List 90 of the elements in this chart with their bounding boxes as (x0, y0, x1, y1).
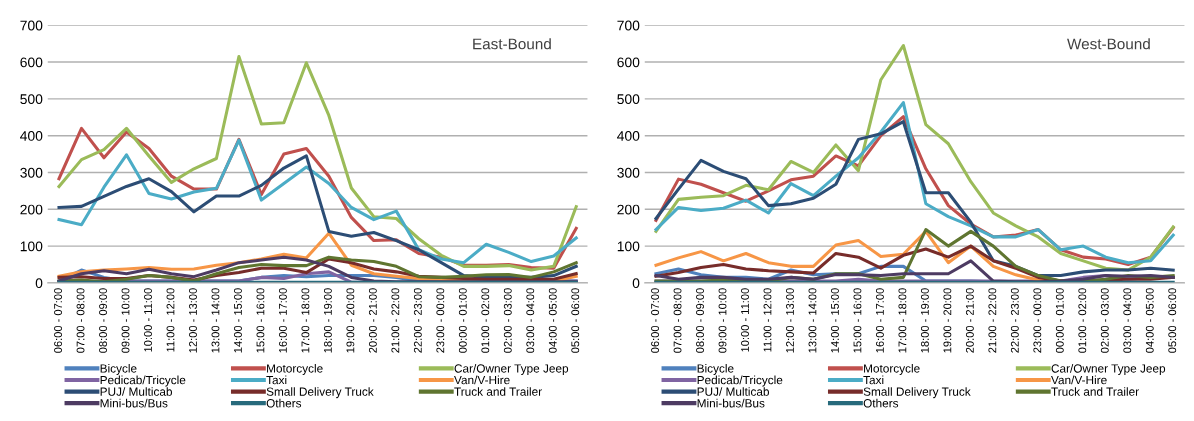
y-tick-label: 600 (20, 57, 43, 68)
y-tick-label: 0 (632, 278, 640, 289)
legend-label: PUJ/ Multicab (100, 387, 172, 396)
y-tick-label: 300 (20, 167, 43, 178)
legend-label: Others (863, 398, 899, 408)
x-tick-label: 23:00 - 00:00 (1033, 288, 1042, 353)
x-tick-label: 12:00 - 13:00 (786, 288, 794, 353)
x-tick-label: 20:00 - 21:00 (965, 288, 974, 353)
x-tick-label: 22:00 - 23:00 (413, 288, 422, 353)
x-tick-label: 09:00 - 10:00 (718, 288, 727, 353)
x-tick-label: 02:00 - 03:00 (503, 288, 512, 353)
y-tick-label: 400 (617, 131, 640, 141)
x-tick-label: 18:00 - 19:00 (323, 288, 332, 353)
text: West-Bound (1067, 38, 1150, 50)
x-tick-label: 14:00 - 15:00 (234, 288, 242, 353)
y-tick-label: 300 (617, 167, 640, 178)
x-tick-label: 11:00 - 12:00 (763, 288, 772, 352)
x-tick-label: 00:00 - 01:00 (458, 288, 467, 353)
y-tick-label: 700 (617, 20, 640, 31)
x-tick-label: 06:00 - 07:00 (651, 288, 659, 353)
x-tick-label: 10:00 - 11:00 (144, 288, 152, 352)
legend-label: Taxi (863, 375, 884, 385)
x-tick-label: 17:00 - 18:00 (301, 288, 310, 353)
legend-label: Mini-bus/Bus (697, 398, 765, 408)
x-tick-label: 07:00 - 08:00 (673, 288, 682, 353)
legend-label: Van/V-Hire (1051, 375, 1107, 385)
line-series (57, 55, 578, 272)
x-tick-label: 05:00 - 06:00 (571, 288, 580, 353)
x-tick-label: 03:00 - 04:00 (526, 288, 535, 353)
x-tick-label: 16:00 - 17:00 (875, 288, 884, 353)
x-tick-label: 12:00 - 13:00 (189, 288, 197, 353)
x-tick-label: 00:00 - 01:00 (1055, 288, 1064, 353)
x-tick-label: 08:00 - 09:00 (696, 288, 704, 353)
legend-label: Pedicab/Tricycle (100, 375, 186, 387)
legend-label: Truck and Trailer (454, 387, 542, 396)
x-tick-label: 20:00 - 21:00 (368, 288, 377, 353)
x-tick-label: 05:00 - 06:00 (1168, 288, 1177, 353)
legend-label: Truck and Trailer (1051, 387, 1139, 396)
legend-label: Mini-bus/Bus (100, 398, 168, 408)
legend-label: PUJ/ Multicab (697, 387, 769, 396)
legend-label: Bicycle (697, 363, 734, 375)
y-tick-label: 200 (20, 204, 43, 215)
legend-label: Car/Owner Type Jeep (454, 363, 569, 375)
y-tick-label: 400 (20, 131, 43, 141)
legend-label: Small Delivery Truck (863, 387, 971, 399)
legend-label: Bicycle (100, 363, 137, 375)
legend-label: Pedicab/Tricycle (697, 375, 783, 387)
x-tick-label: 09:00 - 10:00 (121, 288, 130, 353)
legend-label: Small Delivery Truck (266, 387, 374, 399)
x-tick-label: 15:00 - 16:00 (853, 288, 862, 353)
x-tick-label: 17:00 - 18:00 (898, 288, 907, 353)
x-tick-label: 22:00 - 23:00 (1010, 288, 1019, 353)
y-tick-label: 100 (617, 241, 640, 252)
x-tick-label: 06:00 - 07:00 (54, 288, 62, 353)
x-tick-label: 08:00 - 09:00 (99, 288, 107, 353)
x-tick-label: 13:00 - 14:00 (808, 288, 817, 353)
x-tick-label: 13:00 - 14:00 (211, 288, 220, 353)
y-tick-label: 0 (35, 278, 43, 289)
x-tick-label: 02:00 - 03:00 (1100, 288, 1109, 353)
y-tick-label: 600 (617, 57, 640, 68)
x-tick-label: 04:00 - 05:00 (548, 288, 557, 353)
y-tick-label: 700 (20, 20, 43, 31)
text: East-Bound (473, 38, 551, 50)
x-tick-label: 01:00 - 02:00 (1078, 288, 1087, 353)
x-tick-label: 15:00 - 16:00 (256, 288, 265, 353)
legend-label: Motorcycle (864, 363, 920, 375)
y-tick-label: 100 (20, 241, 43, 252)
x-tick-label: 18:00 - 19:00 (920, 288, 929, 353)
legend-label: Motorcycle (267, 363, 323, 375)
x-tick-label: 03:00 - 04:00 (1123, 288, 1132, 353)
legend-label: Others (266, 398, 302, 408)
x-tick-label: 21:00 - 22:00 (988, 288, 997, 353)
x-tick-label: 10:00 - 11:00 (741, 288, 749, 352)
x-tick-label: 19:00 - 20:00 (346, 288, 355, 353)
x-tick-label: 01:00 - 02:00 (481, 288, 490, 353)
legend-label: Taxi (266, 375, 287, 385)
line-series (57, 154, 578, 279)
x-tick-label: 16:00 - 17:00 (278, 288, 287, 353)
x-tick-label: 19:00 - 20:00 (943, 288, 952, 353)
x-tick-label: 14:00 - 15:00 (831, 288, 839, 353)
legend-label: Car/Owner Type Jeep (1051, 363, 1166, 375)
y-tick-label: 500 (617, 94, 640, 105)
x-tick-label: 04:00 - 05:00 (1145, 288, 1154, 353)
x-tick-label: 23:00 - 00:00 (436, 288, 445, 353)
x-tick-label: 21:00 - 22:00 (391, 288, 400, 353)
legend-label: Van/V-Hire (454, 375, 510, 385)
y-tick-label: 500 (20, 94, 43, 105)
x-tick-label: 11:00 - 12:00 (166, 288, 175, 352)
y-tick-label: 200 (617, 204, 640, 215)
x-tick-label: 07:00 - 08:00 (76, 288, 85, 353)
